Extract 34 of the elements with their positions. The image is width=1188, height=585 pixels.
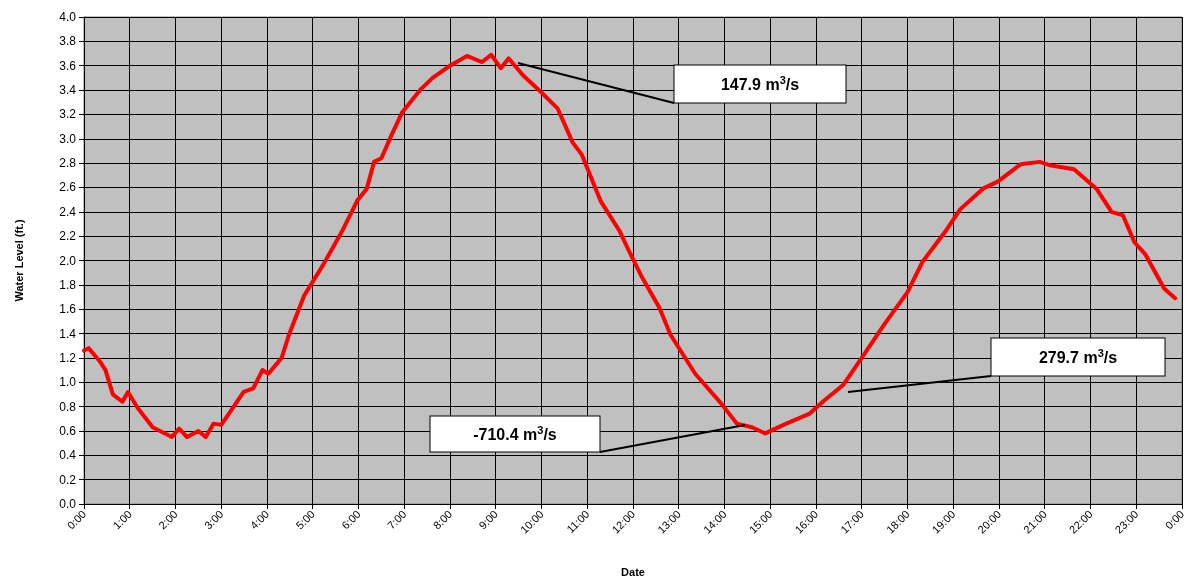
y-tick-label: 2.2 <box>59 229 77 244</box>
y-tick-label: 2.8 <box>59 156 77 171</box>
annotation: 279.7 m$^{3}$/s <box>1038 347 1118 366</box>
y-tick-label: 2.0 <box>59 253 77 268</box>
y-tick-label: 3.2 <box>59 107 77 122</box>
y-tick-label: 3.8 <box>59 34 77 49</box>
x-tick-label: 8:00 <box>430 507 455 532</box>
y-tick-label: 1.6 <box>59 302 77 317</box>
y-tick-label: 1.8 <box>59 277 77 292</box>
y-tick-label: 4.0 <box>59 10 77 24</box>
y-tick-label: 2.6 <box>59 180 77 195</box>
y-tick-label: 1.2 <box>59 350 77 365</box>
y-tick-label: 0.6 <box>59 423 77 438</box>
line-series <box>82 52 1178 440</box>
y-tick-label: 3.6 <box>59 58 77 73</box>
y-tick-label: 1.0 <box>59 375 77 390</box>
y-tick-label: 0.4 <box>59 448 77 463</box>
y-tick-label: 3.0 <box>59 131 77 146</box>
y-axis-title: Water Level (ft.) <box>12 219 25 302</box>
x-tick-label: 7:00 <box>384 507 409 532</box>
annotation: 147.9 m$^{3}$/s <box>720 74 800 93</box>
y-tick-label: 3.4 <box>59 83 77 98</box>
y-tick-label: 1.4 <box>59 326 77 341</box>
x-tick-label: 5:00 <box>293 507 317 532</box>
x-tick-label: 0:00 <box>1162 507 1187 532</box>
x-tick-label: 3:00 <box>201 507 226 532</box>
y-tick-label: 0.8 <box>59 399 77 414</box>
annotation: -710.4 m$^{3}$/s <box>473 424 557 443</box>
x-tick-label: 4:00 <box>247 507 272 532</box>
y-tick-label: 2.4 <box>59 204 77 219</box>
y-tick-label: 0.2 <box>59 472 77 487</box>
x-tick-label: 9:00 <box>476 507 500 532</box>
x-tick-label: 6:00 <box>339 507 363 532</box>
x-axis-title: Date <box>621 565 645 578</box>
